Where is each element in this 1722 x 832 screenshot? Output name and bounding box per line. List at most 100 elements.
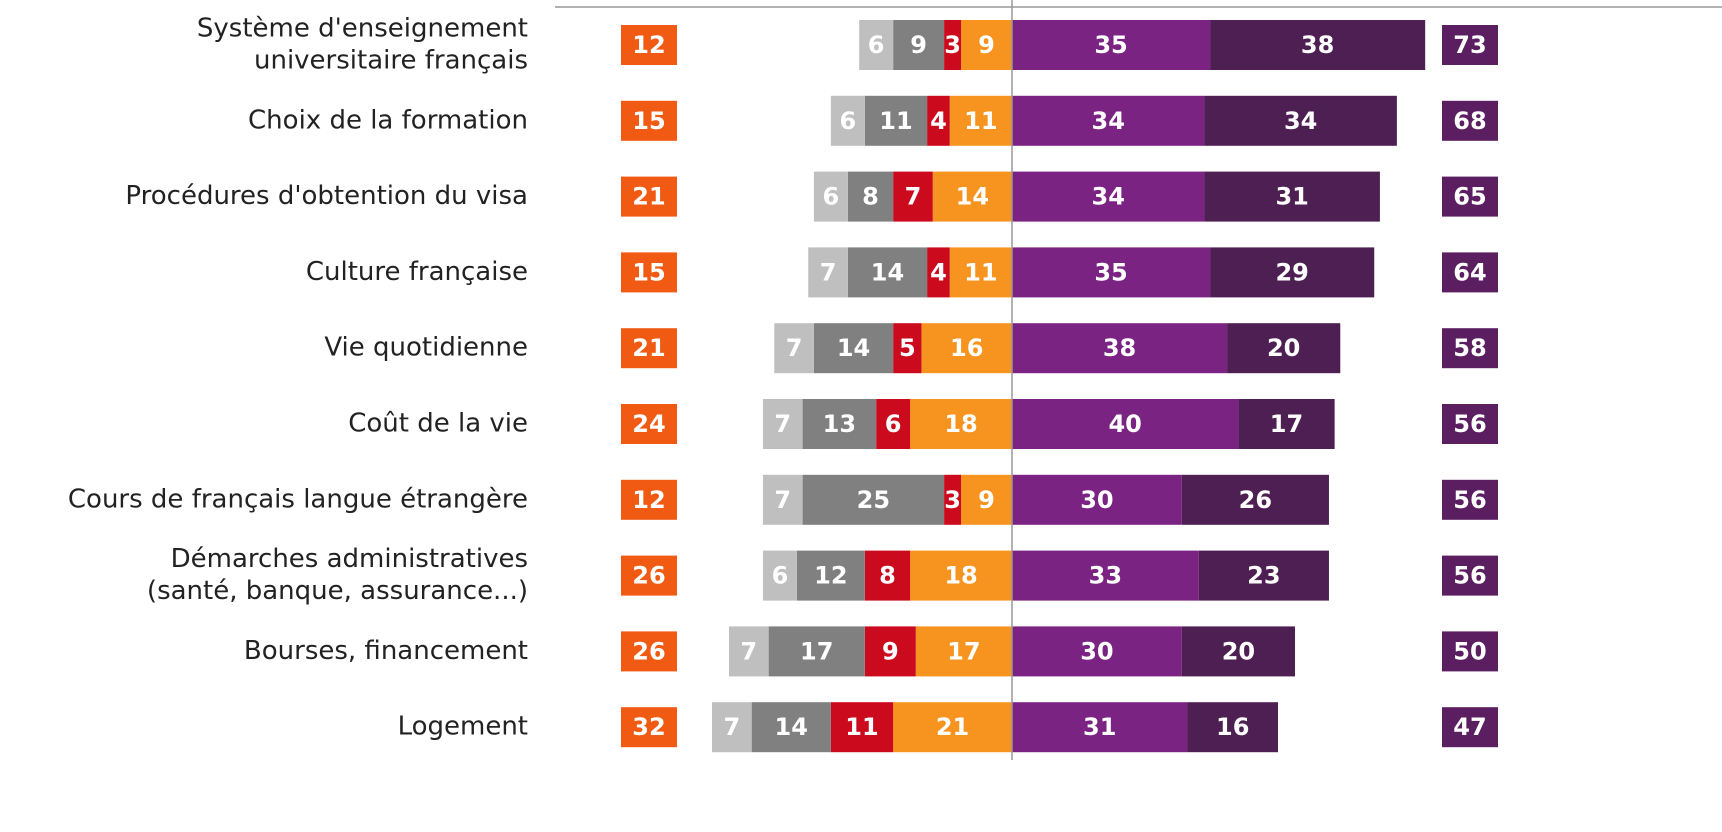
total-box [1442, 328, 1498, 369]
value-label: 34 [1092, 107, 1125, 135]
value-label: 6 [840, 107, 857, 135]
bar-segment [921, 323, 1012, 374]
value-label: 11 [964, 107, 997, 135]
total-box [1442, 252, 1498, 293]
total-box [1442, 404, 1498, 444]
bar-segment [796, 550, 865, 601]
value-label: 13 [823, 410, 856, 438]
bar-segment [1012, 474, 1182, 525]
bar-segment [712, 702, 752, 753]
bar-segment [927, 95, 950, 146]
total-box [621, 100, 677, 141]
total-box [1442, 555, 1498, 596]
category-label: Culture française [306, 257, 528, 287]
value-label: 38 [1301, 31, 1334, 59]
bar-segment [1012, 399, 1239, 449]
bar-segment [910, 550, 1012, 601]
bar-segment [876, 399, 911, 449]
value-label: 34 [1284, 107, 1317, 135]
bar-segment [949, 95, 1012, 146]
value-label: 9 [910, 31, 927, 59]
value-label: 25 [857, 486, 890, 514]
category-label: Bourses, financement [244, 636, 528, 666]
value-label: 26 [1239, 486, 1272, 514]
value-label: 6 [868, 31, 885, 59]
bar-segment [944, 20, 962, 70]
total-box [621, 404, 677, 444]
bar-segment [1012, 550, 1199, 601]
total-label: 21 [632, 183, 665, 211]
value-label: 31 [1083, 713, 1116, 741]
value-label: 40 [1108, 410, 1141, 438]
value-label: 3 [944, 486, 961, 514]
value-label: 38 [1103, 334, 1136, 362]
value-label: 16 [950, 334, 983, 362]
total-box [621, 252, 677, 293]
value-label: 11 [964, 258, 997, 286]
value-label: 6 [823, 183, 840, 211]
bar-segment [944, 474, 962, 525]
bar-segment [813, 323, 894, 374]
total-label: 21 [632, 334, 665, 362]
total-label: 24 [632, 410, 665, 438]
bar-segment [927, 247, 950, 298]
value-label: 7 [723, 713, 740, 741]
value-label: 7 [820, 258, 837, 286]
bar-segment [751, 702, 831, 753]
value-label: 7 [774, 486, 791, 514]
bar-segment [1012, 20, 1211, 70]
category-label: Coût de la vie [348, 409, 528, 439]
bar-segment [1181, 474, 1329, 525]
total-label: 64 [1453, 258, 1486, 286]
value-label: 14 [956, 183, 989, 211]
bar-segment [864, 550, 911, 601]
value-label: 4 [930, 258, 947, 286]
bar-segment [1012, 702, 1188, 753]
value-label: 12 [814, 562, 847, 590]
bar-segment [893, 20, 945, 70]
bar-segment [893, 323, 922, 374]
bar-segment [762, 399, 803, 449]
bar-segment [830, 95, 865, 146]
total-box [621, 176, 677, 217]
value-label: 17 [947, 637, 980, 665]
bar-segment [768, 626, 865, 677]
total-box [1442, 25, 1498, 65]
bar-segment [813, 171, 848, 222]
bar-segment [847, 171, 894, 222]
category-label: Procédures d'obtention du visa [125, 181, 528, 211]
total-label: 26 [632, 637, 665, 665]
bar-segment [1227, 323, 1341, 374]
value-label: 14 [775, 713, 808, 741]
bar-segment [932, 171, 1012, 222]
total-label: 12 [632, 31, 665, 59]
value-label: 6 [772, 562, 789, 590]
bar-segment [859, 20, 894, 70]
value-label: 20 [1267, 334, 1300, 362]
bar-segment [808, 247, 848, 298]
total-label: 73 [1453, 31, 1486, 59]
total-label: 50 [1453, 637, 1486, 665]
category-label: universitaire français [254, 46, 528, 76]
bar-segment [762, 550, 797, 601]
value-label: 14 [837, 334, 870, 362]
bar-segment [802, 474, 945, 525]
value-label: 7 [905, 183, 922, 211]
total-box [621, 479, 677, 520]
bar-segment [729, 626, 769, 677]
value-label: 35 [1094, 258, 1127, 286]
value-label: 20 [1222, 637, 1255, 665]
value-label: 8 [862, 183, 879, 211]
value-label: 9 [978, 486, 995, 514]
value-label: 30 [1080, 486, 1113, 514]
bar-segment [802, 399, 877, 449]
value-label: 7 [740, 637, 757, 665]
value-label: 16 [1216, 713, 1249, 741]
total-label: 65 [1453, 183, 1486, 211]
total-label: 26 [632, 562, 665, 590]
value-label: 31 [1275, 183, 1308, 211]
total-box [621, 25, 677, 65]
bar-segment [893, 171, 933, 222]
category-label: Vie quotidienne [324, 333, 528, 363]
bar-segment [1238, 399, 1335, 449]
